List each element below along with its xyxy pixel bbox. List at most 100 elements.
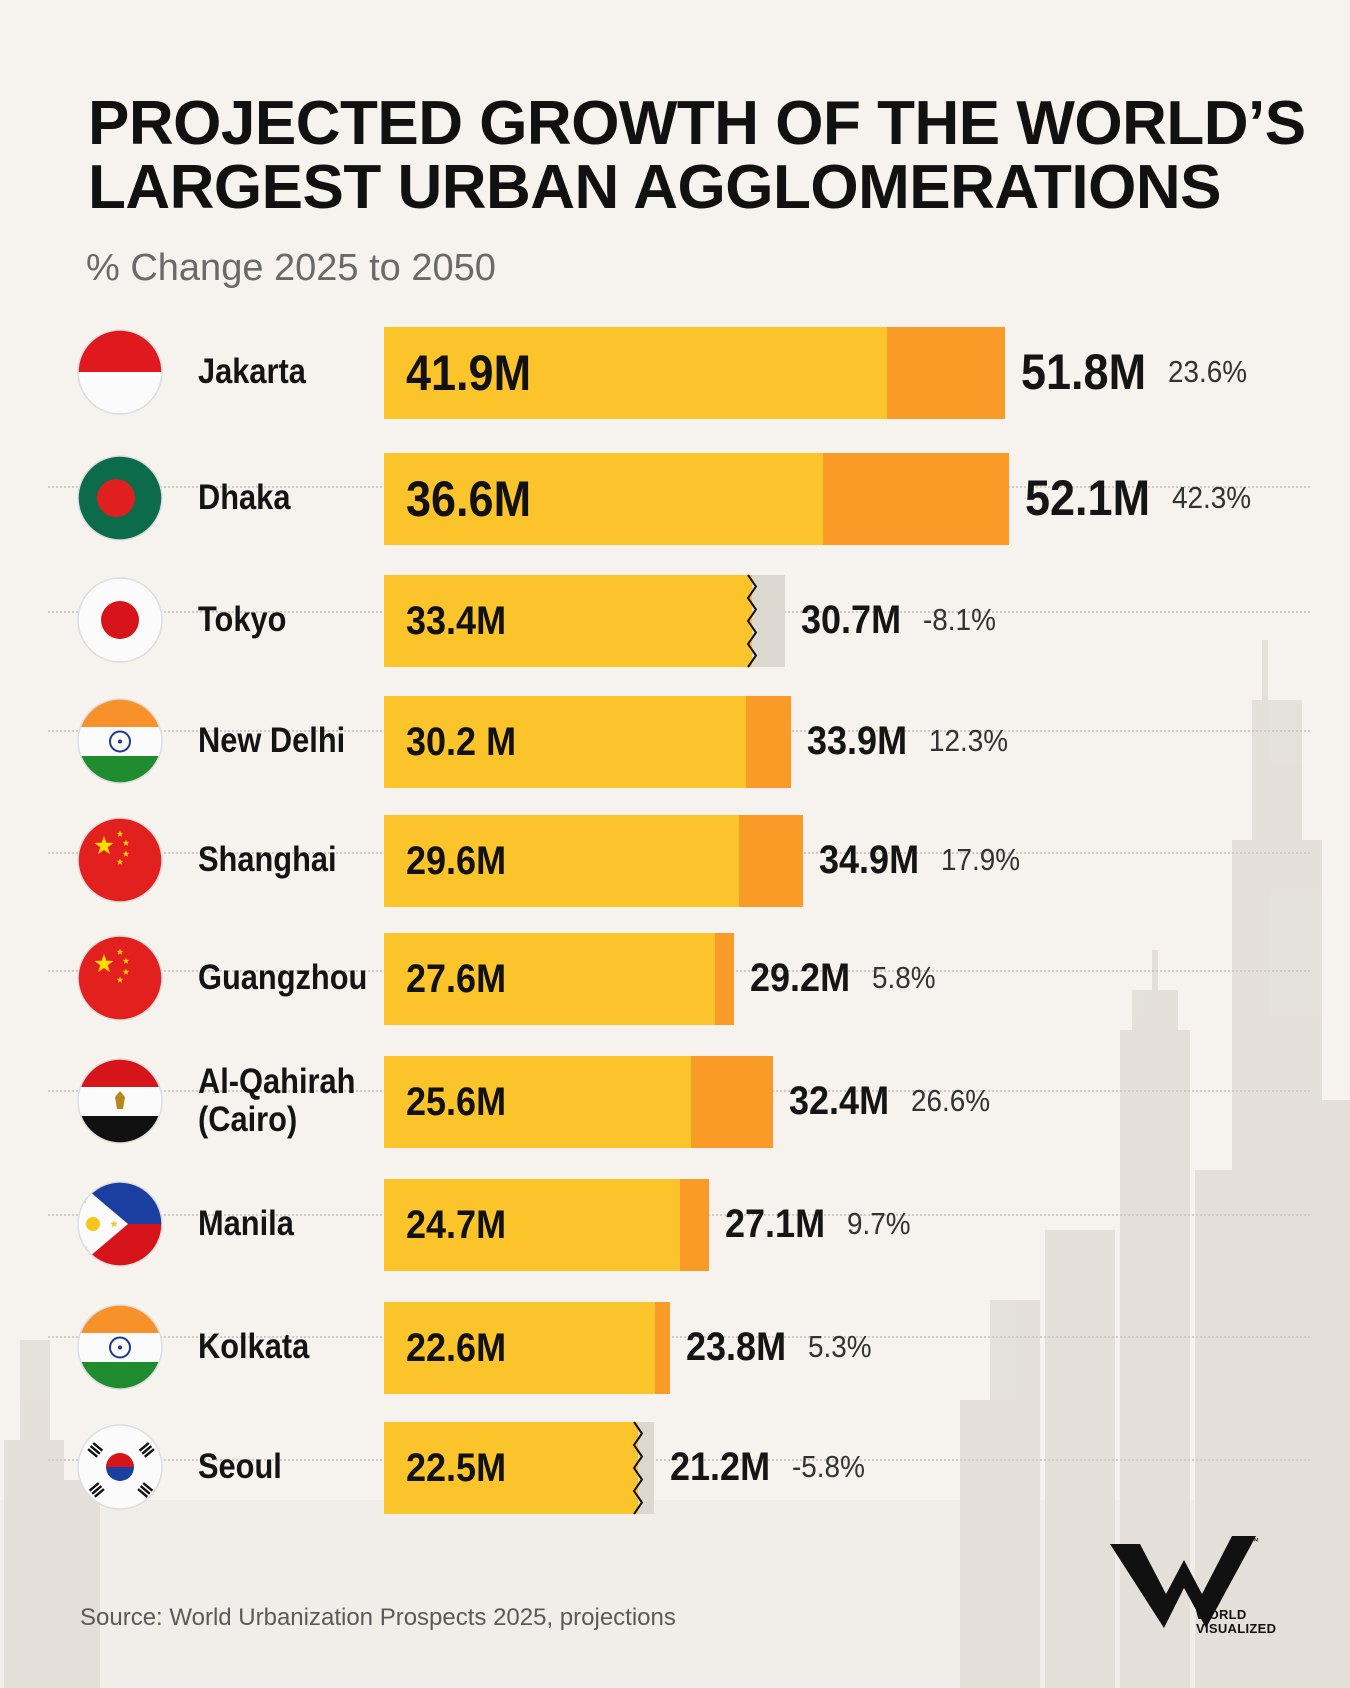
city-row: Dhaka 36.6M 52.1M 42.3% [0, 439, 1350, 557]
value-2050-label: 29.2M [750, 956, 851, 1000]
population-bar: 24.7M [384, 1179, 710, 1271]
city-name: Tokyo [198, 601, 286, 639]
value-2050-label: 34.9M [818, 838, 919, 882]
title-line-1: PROJECTED GROWTH OF THE WORLD’S [88, 89, 1306, 158]
population-bar: 25.6M [384, 1056, 773, 1148]
city-name: Shanghai [198, 841, 337, 879]
city-row: Seoul 22.5M 21.2M -5.8% [0, 1408, 1350, 1526]
percent-change-label: 12.3% [928, 723, 1008, 759]
indonesia-flag-icon [77, 329, 163, 415]
city-row: Manila 24.7M 27.1M 9.7% [0, 1165, 1350, 1283]
value-2050-label: 27.1M [725, 1202, 826, 1246]
value-2025-label: 24.7M [406, 1203, 507, 1247]
percent-change-label: 5.8% [872, 960, 936, 996]
bar-growth-segment [746, 696, 791, 788]
zigzag-break-marker [633, 1421, 644, 1515]
india-flag-icon [77, 1304, 163, 1390]
city-name-line: Jakarta [198, 352, 306, 391]
city-row: Al-Qahirah (Cairo) 25.6M 32.4M 26.6% [0, 1042, 1350, 1160]
china-flag-icon [77, 935, 163, 1021]
logo-word-2: VISUALIZED [1196, 1621, 1277, 1636]
value-2050-label: 30.7M [800, 598, 901, 642]
value-2025-label: 29.6M [406, 839, 507, 883]
city-row: Jakarta 41.9M 51.8M 23.6% [0, 313, 1350, 431]
city-name: Jakarta [198, 353, 306, 391]
percent-change-label: 5.3% [807, 1329, 872, 1365]
city-row: Tokyo 33.4M 30.7M -8.1% [0, 561, 1350, 679]
percent-change-label: 23.6% [1168, 354, 1248, 390]
china-flag-icon [77, 817, 163, 903]
city-row: Guangzhou 27.6M 29.2M 5.8% [0, 919, 1350, 1037]
bar-growth-segment [739, 815, 803, 907]
bar-2025-segment [384, 1179, 681, 1271]
logo-trademark: ™ [1250, 1536, 1259, 1546]
city-name: Manila [198, 1205, 294, 1243]
bar-2025-segment [384, 453, 824, 545]
bar-growth-segment [823, 453, 1009, 545]
value-2050-label: 33.9M [806, 719, 907, 763]
bar-decline-segment [752, 575, 785, 667]
value-2025-label: 36.6M [406, 471, 532, 527]
value-2050-label: 52.1M [1025, 470, 1151, 526]
value-2025-label: 22.5M [406, 1446, 507, 1490]
value-2025-label: 27.6M [406, 957, 507, 1001]
population-bar: 41.9M [384, 327, 1006, 419]
city-name: Al-Qahirah (Cairo) [198, 1063, 355, 1139]
philippines-flag-icon [77, 1181, 163, 1267]
value-2025-label: 30.2 M [406, 720, 517, 764]
percent-change-label: -8.1% [922, 602, 996, 638]
india-flag-icon [77, 698, 163, 784]
value-2050-label: 23.8M [685, 1325, 786, 1369]
japan-flag-icon [77, 577, 163, 663]
bar-growth-segment [680, 1179, 710, 1271]
row-separator [48, 1336, 1310, 1338]
city-name: Kolkata [198, 1328, 309, 1366]
bar-2025-segment [384, 933, 716, 1025]
percent-change-label: -5.8% [791, 1449, 865, 1485]
world-visualized-logo-icon: ™ [1110, 1536, 1259, 1628]
population-bar: 22.6M [384, 1302, 670, 1394]
percent-change-label: 17.9% [940, 842, 1020, 878]
population-bar: 22.5M [384, 1421, 654, 1515]
value-2025-label: 41.9M [406, 345, 532, 401]
row-separator [48, 1459, 1310, 1461]
city-row: Kolkata 22.6M 23.8M 5.3% [0, 1288, 1350, 1406]
bar-growth-segment [655, 1302, 670, 1394]
value-2025-label: 33.4M [406, 599, 507, 643]
percent-change-label: 26.6% [910, 1083, 990, 1119]
population-bar: 30.2 M [384, 696, 791, 788]
source-note: Source: World Urbanization Prospects 202… [80, 1604, 676, 1631]
city-name-line: Kolkata [198, 1327, 310, 1366]
bar-2050-segment [384, 1422, 639, 1514]
city-name-line: Dhaka [198, 478, 291, 517]
city-row: Shanghai 29.6M 34.9M 17.9% [0, 801, 1350, 919]
bar-decline-segment [638, 1422, 654, 1514]
value-2050-label: 51.8M [1021, 344, 1147, 400]
bar-growth-segment [691, 1056, 773, 1148]
percent-change-label: 42.3% [1172, 480, 1252, 516]
city-name-line: Manila [198, 1204, 294, 1243]
population-bar: 36.6M [384, 453, 1009, 545]
value-2050-label: 32.4M [788, 1079, 889, 1123]
bar-growth-segment [886, 327, 1006, 419]
bar-2025-segment [384, 1302, 656, 1394]
city-name-line: New Delhi [198, 721, 346, 760]
city-name-line: Seoul [198, 1447, 282, 1486]
city-name-line: Guangzhou [198, 958, 368, 997]
city-name-line: Shanghai [198, 840, 337, 879]
city-name-line: Tokyo [198, 600, 287, 639]
chart-subtitle: % Change 2025 to 2050 [86, 247, 496, 289]
egypt-flag-icon [77, 1058, 163, 1144]
population-bar: 29.6M [384, 815, 803, 907]
bar-2050-segment [384, 575, 753, 667]
city-row: New Delhi 30.2 M 33.9M 12.3% [0, 682, 1350, 800]
bar-2025-segment [384, 327, 887, 419]
bar-growth-segment [715, 933, 735, 1025]
value-2025-label: 25.6M [406, 1080, 507, 1124]
bar-2025-segment [384, 815, 740, 907]
city-name: New Delhi [198, 722, 345, 760]
population-bar: 27.6M [384, 933, 735, 1025]
city-name: Dhaka [198, 479, 290, 517]
city-name: Seoul [198, 1448, 282, 1486]
bar-2025-segment [384, 1056, 692, 1148]
